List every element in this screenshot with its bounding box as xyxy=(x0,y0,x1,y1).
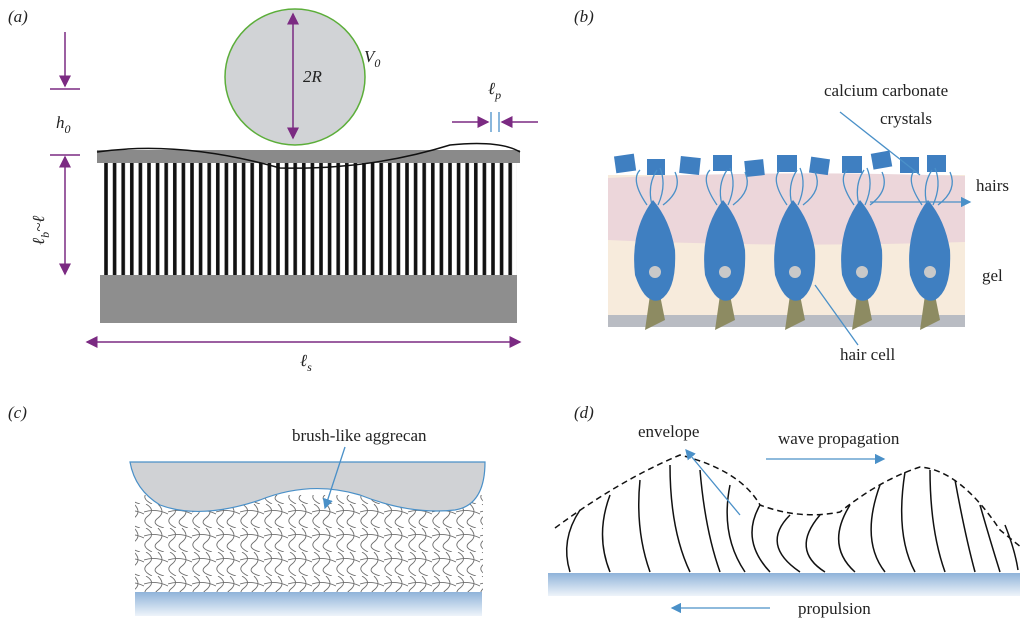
annotation: envelope xyxy=(638,422,699,441)
cilia xyxy=(567,465,1018,572)
figure: (a) 2R V0 h0 ℓb~ℓ ℓp ℓs (b) calcium carb… xyxy=(0,0,1027,624)
label-lb: ℓb~ℓ xyxy=(29,216,52,245)
label-ls: ℓs xyxy=(300,351,312,374)
droplet xyxy=(225,9,365,145)
label-h0: h0 xyxy=(56,113,71,136)
brush-top xyxy=(97,150,520,163)
panel-label: (b) xyxy=(574,7,594,26)
annotation: propulsion xyxy=(798,599,871,618)
substrate xyxy=(135,592,482,616)
annotation: gel xyxy=(982,266,1003,285)
crystals xyxy=(614,151,946,177)
pillars xyxy=(100,163,517,275)
pointer xyxy=(686,450,740,515)
panel-label: (d) xyxy=(574,403,594,422)
substrate xyxy=(548,573,1020,596)
annotation: calcium carbonate xyxy=(824,81,948,100)
annotation: brush-like aggrecan xyxy=(292,426,427,445)
label-v0: V0 xyxy=(364,47,380,70)
annotation: hairs xyxy=(976,176,1009,195)
label-2r: 2R xyxy=(303,67,323,86)
panel-label: (c) xyxy=(8,403,27,422)
annotation: crystals xyxy=(880,109,932,128)
panel-label: (a) xyxy=(8,7,28,26)
envelope xyxy=(555,455,1022,548)
annotation: hair cell xyxy=(840,345,895,364)
annotation: wave propagation xyxy=(778,429,900,448)
base xyxy=(100,275,517,323)
label-lp: ℓp xyxy=(488,79,501,102)
